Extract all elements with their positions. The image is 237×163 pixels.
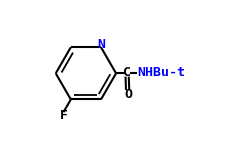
Text: C: C bbox=[123, 66, 132, 79]
Text: NHBu-t: NHBu-t bbox=[137, 66, 186, 79]
Text: O: O bbox=[124, 88, 132, 101]
Text: N: N bbox=[97, 38, 105, 51]
Text: F: F bbox=[59, 109, 68, 122]
